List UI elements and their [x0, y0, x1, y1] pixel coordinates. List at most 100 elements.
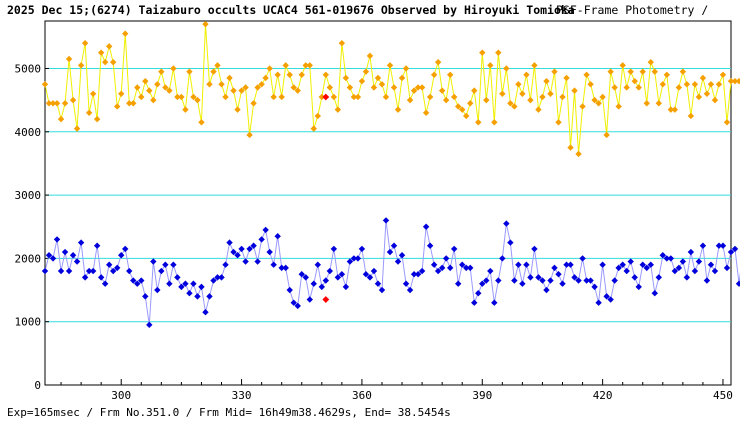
data-point-comparison	[523, 71, 530, 79]
plot-frame	[44, 20, 732, 386]
data-point-comparison	[599, 93, 606, 101]
x-tick-label: 360	[352, 389, 372, 402]
data-point-target	[603, 293, 610, 300]
data-point-target	[591, 283, 598, 291]
data-point-comparison	[539, 93, 546, 101]
data-point-comparison	[386, 62, 394, 69]
data-point-comparison	[214, 62, 221, 69]
data-point-target	[442, 255, 450, 262]
data-point-target	[559, 280, 566, 287]
data-point-comparison	[138, 93, 145, 101]
data-point-comparison	[174, 93, 181, 101]
data-point-comparison	[314, 112, 321, 120]
data-point-comparison	[122, 30, 129, 37]
data-point-target	[198, 283, 205, 291]
data-point-comparison	[89, 90, 97, 97]
data-point-comparison	[579, 103, 586, 110]
data-point-comparison	[603, 131, 610, 139]
data-point-target	[190, 280, 197, 287]
x-tick-label: 420	[593, 389, 613, 402]
data-point-comparison	[499, 90, 506, 97]
data-point-comparison	[547, 90, 554, 97]
data-point-comparison	[358, 77, 366, 85]
data-point-comparison	[438, 87, 446, 94]
data-point-comparison	[442, 96, 450, 104]
x-axis-ticks: 300 330 360 390 420 450	[60, 379, 733, 402]
data-point-comparison	[146, 87, 153, 94]
data-point-comparison	[226, 74, 233, 82]
data-point-target	[671, 267, 679, 275]
data-point-target	[182, 280, 189, 287]
data-point-target	[174, 274, 181, 281]
data-point-target	[298, 271, 305, 278]
data-point-comparison	[418, 84, 426, 91]
data-point-target	[547, 277, 554, 284]
data-point-target	[663, 255, 671, 262]
data-point-comparison	[471, 87, 478, 94]
data-point-target	[511, 277, 518, 284]
series-line-target	[44, 220, 740, 325]
data-point-comparison	[491, 119, 498, 126]
data-point-comparison	[218, 81, 225, 88]
data-point-comparison	[643, 100, 650, 107]
data-point-comparison	[346, 84, 354, 91]
data-point-comparison	[382, 93, 390, 101]
data-point-target	[711, 267, 719, 275]
data-point-comparison	[647, 58, 654, 66]
data-point-target	[126, 267, 133, 275]
data-point-comparison	[543, 77, 550, 85]
data-point-comparison	[326, 84, 334, 91]
data-point-target	[109, 267, 117, 275]
data-point-comparison	[190, 93, 197, 101]
data-point-comparison	[390, 84, 398, 91]
data-point-comparison	[81, 39, 89, 47]
data-point-target	[222, 261, 229, 268]
data-point-target	[523, 261, 530, 268]
data-point-target	[430, 261, 438, 268]
data-point-target	[334, 274, 342, 281]
data-point-comparison	[683, 81, 691, 88]
data-point-target	[366, 274, 374, 281]
data-point-target	[138, 277, 145, 284]
data-point-target	[455, 280, 462, 287]
data-point-comparison	[631, 77, 638, 85]
data-point-target	[101, 280, 109, 287]
data-point-comparison	[495, 49, 502, 56]
data-point-comparison	[607, 68, 614, 75]
data-point-target	[49, 255, 57, 262]
data-point-comparison	[182, 106, 189, 113]
data-point-comparison	[45, 100, 53, 107]
data-point-comparison	[142, 77, 149, 85]
data-point-target	[286, 286, 293, 294]
data-point-comparison	[527, 96, 534, 104]
data-point-comparison	[735, 77, 740, 85]
y-tick-label: 4000	[15, 126, 42, 139]
data-point-target	[583, 277, 590, 284]
data-point-comparison	[450, 93, 458, 101]
data-point-comparison	[555, 119, 562, 126]
data-point-target	[491, 299, 498, 306]
data-point-target	[699, 242, 707, 249]
data-point-comparison	[198, 119, 205, 126]
data-point-target	[378, 286, 386, 294]
data-point-target	[134, 280, 141, 287]
data-point-target	[230, 248, 237, 256]
data-point-target	[81, 274, 89, 281]
data-point-comparison	[663, 71, 671, 79]
data-point-comparison	[571, 87, 578, 94]
data-point-target	[426, 242, 434, 249]
data-point-target	[667, 255, 675, 262]
data-point-comparison	[414, 84, 422, 91]
data-point-target	[202, 309, 209, 316]
data-point-target	[731, 245, 739, 253]
data-point-comparison	[422, 109, 430, 116]
data-point-target	[258, 236, 265, 243]
data-point-comparison	[302, 62, 309, 69]
data-point-comparison	[286, 71, 293, 79]
data-point-target	[659, 252, 667, 259]
y-tick-label: 1000	[15, 316, 42, 329]
data-point-target	[623, 267, 630, 275]
data-point-comparison	[230, 87, 237, 94]
data-point-target	[89, 267, 97, 275]
data-point-target	[226, 239, 233, 246]
